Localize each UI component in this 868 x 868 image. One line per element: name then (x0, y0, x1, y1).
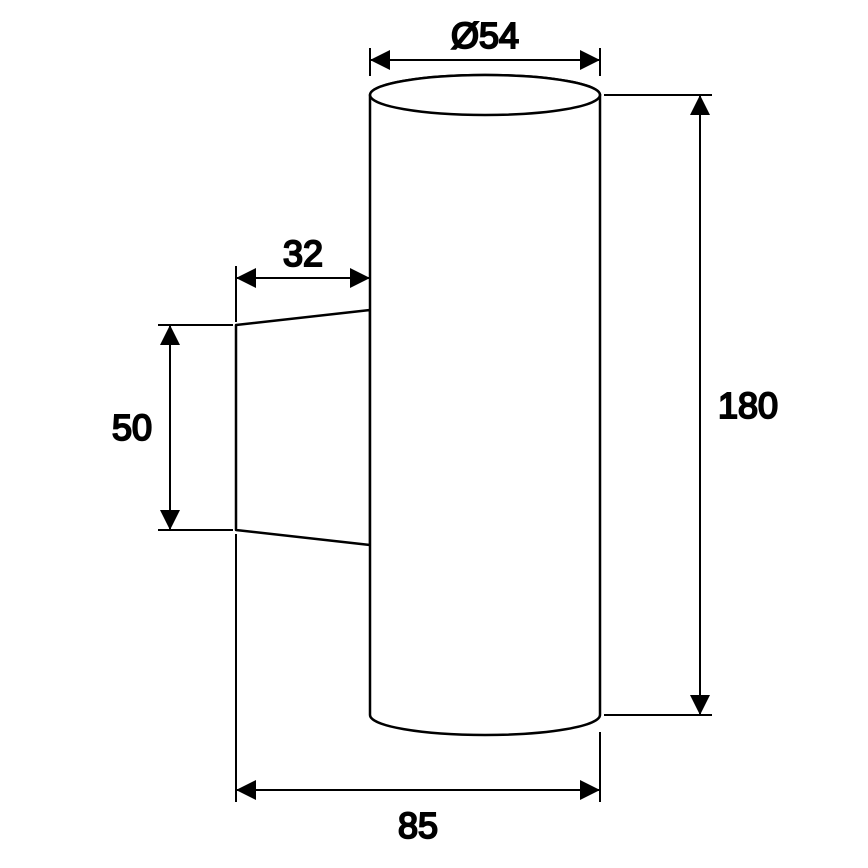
dim-total-height-label: 180 (718, 385, 778, 426)
dim-total-depth-label: 85 (398, 805, 438, 846)
dim-diameter-label: Ø54 (451, 15, 519, 56)
cylinder-body (370, 75, 600, 735)
dim-diameter: Ø54 (370, 15, 600, 76)
dim-bracket-height-label: 50 (112, 407, 152, 448)
dim-bracket-depth-label: 32 (283, 233, 323, 274)
bracket-outline (236, 310, 370, 545)
dim-bracket-depth: 32 (236, 233, 370, 322)
dim-bracket-height: 50 (112, 325, 233, 530)
cylinder-top-ellipse (370, 75, 600, 115)
wall-lamp-outline (236, 75, 600, 735)
dim-total-height: 180 (604, 95, 778, 715)
dimension-drawing: Ø54 32 50 180 85 (0, 0, 868, 868)
